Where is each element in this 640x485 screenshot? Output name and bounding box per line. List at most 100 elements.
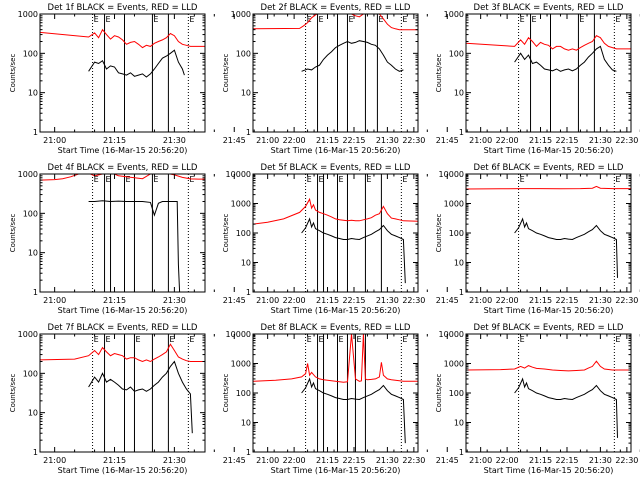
y-tick-label: 1000 (231, 360, 251, 369)
y-axis-label: Counts/sec (435, 374, 443, 413)
flag-label: E (348, 15, 353, 24)
x-tick-label: 22:30 (615, 456, 638, 465)
y-tick-label: 100 (23, 49, 38, 58)
x-tick-label: 21:00 (469, 136, 492, 145)
x-tick-label: 21:30 (376, 296, 399, 305)
x-tick-label: 21:15 (529, 296, 552, 305)
flag-label: E (94, 175, 99, 184)
x-axis-label: Start Time (16-Mar-15 20:56:20) (58, 146, 188, 155)
flag-label: E (402, 335, 407, 344)
y-tick-label: 10 (241, 259, 251, 268)
x-axis-label: Start Time (16-Mar-15 20:56:20) (271, 146, 401, 155)
flag-label: E (94, 335, 99, 344)
y-tick-label: 10 (454, 89, 464, 98)
y-tick-label: 10 (241, 419, 251, 428)
panel-title: Det 1f BLACK = Events, RED = LLD (48, 3, 198, 13)
x-tick-label: 22:00 (283, 296, 306, 305)
y-tick-label: 100 (23, 209, 38, 218)
x-tick-label: 22:30 (402, 456, 425, 465)
x-tick-label: 22:15 (342, 296, 365, 305)
panel-title: Det 4f BLACK = Events, RED = LLD (48, 163, 198, 173)
x-tick-label: 21:00 (256, 456, 279, 465)
flag-label: E (319, 335, 324, 344)
y-tick-label: 100 (449, 229, 464, 238)
flag-label: E (520, 175, 525, 184)
x-tick-label: 22:00 (496, 456, 519, 465)
x-tick-label: 21:00 (469, 456, 492, 465)
flag-label: E (169, 335, 174, 344)
flag-label: E (319, 175, 324, 184)
x-tick-label: 22:00 (496, 296, 519, 305)
panel-series-group (253, 334, 418, 444)
y-tick-label: 1 (246, 448, 251, 457)
x-axis-label: Start Time (16-Mar-15 20:56:20) (271, 306, 401, 315)
flag-label: E (106, 335, 111, 344)
x-tick-label: 22:30 (615, 136, 638, 145)
flag-label: E (366, 175, 371, 184)
x-tick-label: 21:15 (316, 296, 339, 305)
panel-frame (39, 173, 206, 293)
y-tick-label: 1 (459, 448, 464, 457)
events-series-line (301, 377, 406, 444)
panel-series-group (40, 343, 205, 434)
flag-label: E (307, 15, 312, 24)
y-tick-label: 1000 (231, 10, 251, 19)
x-tick-label: 21:00 (43, 296, 66, 305)
y-tick-label: 10000 (439, 170, 464, 179)
y-tick-label: 1000 (18, 10, 38, 19)
x-tick-label: 21:15 (103, 456, 126, 465)
flag-label: E (520, 15, 525, 24)
panel-series-group (466, 185, 631, 278)
panel-det-3: EEEE110100100021:0021:1521:3021:4522:002… (435, 3, 640, 155)
x-tick-label: 21:00 (256, 296, 279, 305)
flag-label: E (307, 335, 312, 344)
flag-label: E (135, 335, 140, 344)
y-tick-label: 1 (33, 288, 38, 297)
flag-label: E (532, 15, 537, 24)
y-axis-label: Counts/sec (222, 54, 230, 93)
y-axis-label: Counts/sec (9, 214, 17, 253)
flag-label: E (579, 15, 584, 24)
lld-series-line (253, 14, 418, 31)
lld-series-line (253, 197, 418, 225)
flag-label: E (615, 15, 620, 24)
y-tick-label: 1 (33, 448, 38, 457)
events-series-line (88, 49, 185, 78)
x-tick-label: 22:30 (615, 296, 638, 305)
y-tick-label: 1000 (231, 200, 251, 209)
x-tick-label: 21:45 (436, 296, 459, 305)
x-tick-label: 21:15 (529, 136, 552, 145)
x-tick-label: 21:30 (163, 456, 186, 465)
panel-frame (252, 13, 419, 133)
flag-label: E (189, 175, 194, 184)
panel-frame (39, 333, 206, 453)
y-tick-label: 10 (454, 419, 464, 428)
y-tick-label: 1 (459, 288, 464, 297)
y-tick-label: 100 (236, 49, 251, 58)
x-tick-label: 22:15 (342, 456, 365, 465)
flag-label: E (189, 335, 194, 344)
panel-frame (252, 333, 419, 453)
x-axis-label: Start Time (16-Mar-15 20:56:20) (484, 146, 614, 155)
panel-title: Det 3f BLACK = Events, RED = LLD (474, 3, 624, 13)
panel-frame (465, 333, 632, 453)
y-tick-label: 100 (449, 389, 464, 398)
lld-series-line (466, 360, 631, 372)
flag-label: E (356, 335, 361, 344)
events-series-line (301, 40, 404, 72)
flag-label: E (106, 15, 111, 24)
lld-series-line (40, 28, 205, 49)
panel-series-group (466, 360, 631, 438)
x-axis-label: Start Time (16-Mar-15 20:56:20) (58, 306, 188, 315)
flag-label: E (402, 15, 407, 24)
flag-label: E (319, 15, 324, 24)
x-tick-label: 22:15 (555, 456, 578, 465)
lld-series-line (466, 185, 631, 190)
events-series-line (514, 217, 618, 278)
y-tick-label: 1 (459, 128, 464, 137)
x-tick-label: 21:45 (223, 136, 246, 145)
